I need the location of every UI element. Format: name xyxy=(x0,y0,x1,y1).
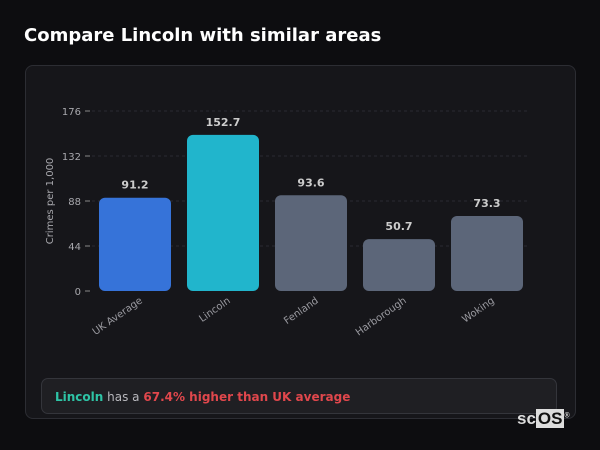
bar-uk-average xyxy=(99,197,171,291)
y-tick-label: 132 xyxy=(62,152,81,163)
scos-logo: sc OS ® xyxy=(517,409,570,428)
data-label: 152.7 xyxy=(206,116,241,129)
bar-fenland xyxy=(275,195,347,291)
data-label: 93.6 xyxy=(297,176,324,189)
x-tick-label: Woking xyxy=(460,295,496,325)
page-title: Compare Lincoln with similar areas xyxy=(24,25,382,46)
area-name: Lincoln xyxy=(55,390,104,404)
x-tick-label: Lincoln xyxy=(197,295,232,324)
bar-lincoln xyxy=(187,134,259,291)
bar-harborough xyxy=(363,239,435,291)
data-label: 73.3 xyxy=(473,197,500,210)
x-tick-label: Fenland xyxy=(282,295,320,327)
data-label: 91.2 xyxy=(121,179,148,192)
y-tick-label: 88 xyxy=(68,197,81,208)
x-tick-label: Harborough xyxy=(354,295,409,338)
y-tick-label: 176 xyxy=(62,107,81,118)
y-axis-label: Crimes per 1,000 xyxy=(45,158,56,245)
comparison-value: 67.4% higher than UK average xyxy=(143,390,351,404)
y-tick-label: 0 xyxy=(75,287,81,298)
x-tick-label: UK Average xyxy=(91,295,145,337)
bar-woking xyxy=(451,216,523,291)
summary-text: has a xyxy=(107,390,140,404)
y-tick-label: 44 xyxy=(68,242,81,253)
data-label: 50.7 xyxy=(385,220,412,233)
comparison-summary: Lincoln has a 67.4% higher than UK avera… xyxy=(41,378,557,414)
